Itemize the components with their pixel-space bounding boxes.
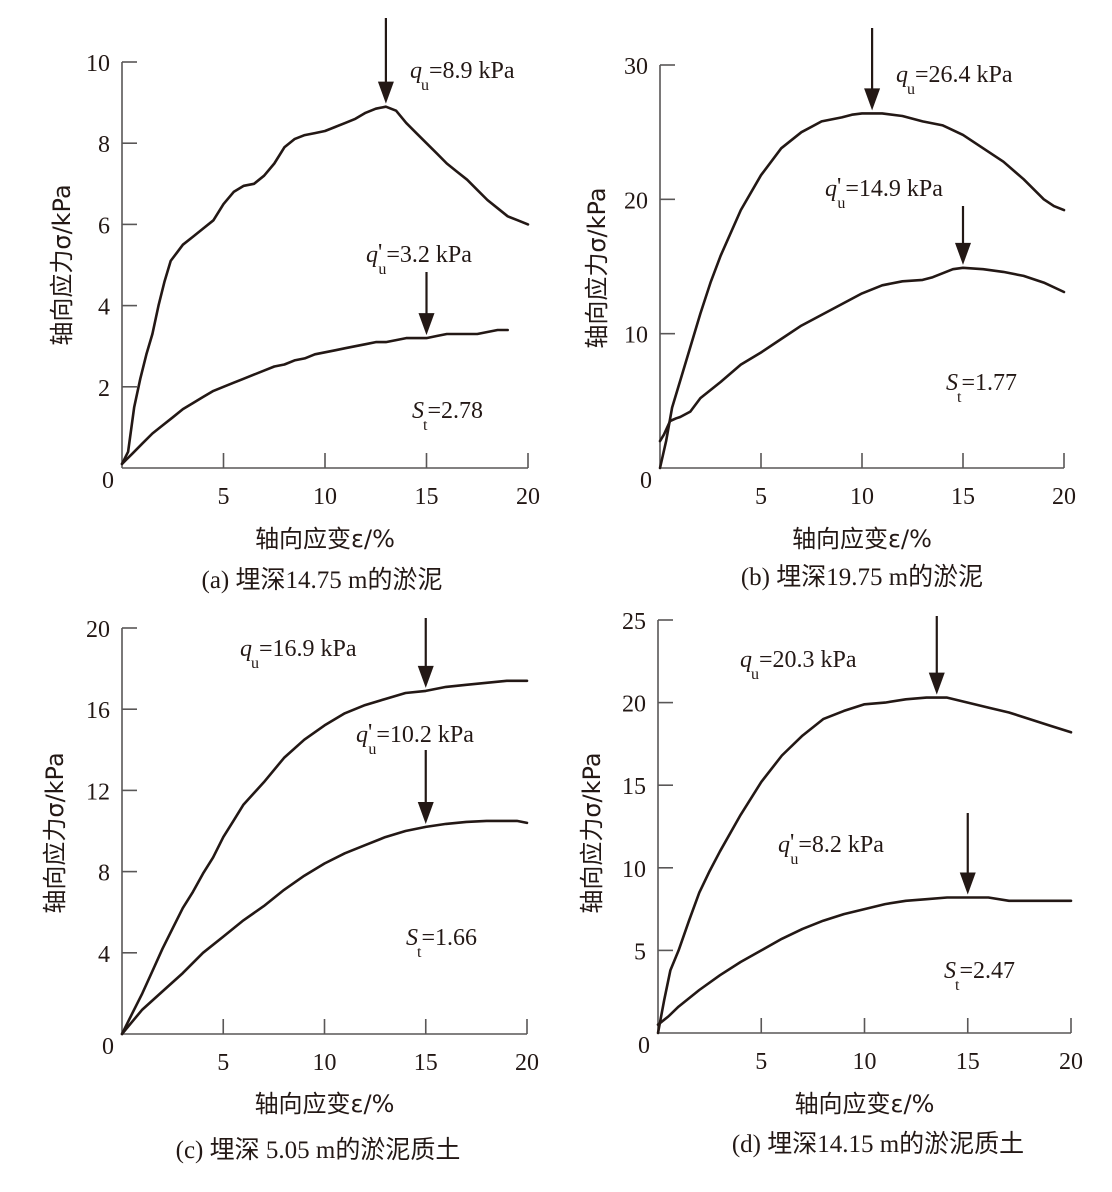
y-tick-label: 20 bbox=[622, 692, 646, 718]
series-line-remolded bbox=[120, 328, 509, 466]
y-axis-title: 轴向应力σ/kPa bbox=[41, 752, 69, 913]
down-arrow-icon bbox=[864, 88, 881, 111]
y-tick-label: 10 bbox=[622, 857, 646, 883]
remolded-strength-label: q' u=14.9 kPa bbox=[825, 174, 943, 212]
x-tick-label: 15 bbox=[956, 1049, 980, 1075]
y-tick-label: 8 bbox=[98, 861, 110, 887]
x-tick-label: 15 bbox=[415, 484, 439, 510]
x-tick-label: 10 bbox=[313, 1050, 337, 1076]
y-tick-label: 4 bbox=[98, 295, 110, 321]
x-axis-title: 轴向应变ε/% bbox=[255, 1090, 395, 1118]
chart-panel-b: 10 20 30 0 5 10 15 20 轴向应变ε/% 轴向应力σ/kPa (b) 埋深19.7… bbox=[583, 28, 1076, 591]
sensitivity-label: St=1.66 bbox=[406, 925, 477, 961]
x-tick-label: 15 bbox=[414, 1050, 438, 1076]
x-axis-title: 轴向应变ε/% bbox=[792, 525, 932, 553]
y-tick-label: 5 bbox=[634, 939, 646, 965]
series-line-remolded bbox=[120, 819, 529, 1036]
series-line-remolded bbox=[658, 266, 1066, 443]
x-tick-label: 20 bbox=[516, 484, 540, 510]
series-line-undisturbed bbox=[120, 105, 530, 466]
x-axis-title: 轴向应变ε/% bbox=[255, 525, 395, 553]
x-tick-label: 0 bbox=[102, 1034, 114, 1060]
down-arrow-icon bbox=[959, 872, 976, 895]
series-line-undisturbed bbox=[658, 112, 1066, 470]
y-tick-label: 4 bbox=[98, 942, 110, 968]
y-tick-label: 2 bbox=[98, 376, 110, 402]
down-arrow-icon bbox=[418, 313, 435, 336]
y-tick-label: 16 bbox=[86, 698, 110, 724]
y-tick-label: 20 bbox=[624, 188, 648, 214]
x-tick-label: 20 bbox=[515, 1050, 539, 1076]
chart-panel-a: 2 4 6 8 10 0 5 10 15 20 轴向应变ε/% 轴向应力σ/kPa (a) 埋深14.7… bbox=[48, 18, 540, 594]
down-arrow-icon bbox=[377, 81, 394, 104]
peak-strength-label: qu=20.3 kPa bbox=[740, 647, 857, 683]
remolded-strength-label: q' u=3.2 kPa bbox=[366, 240, 472, 278]
remolded-strength-label: q' u=10.2 kPa bbox=[356, 720, 474, 758]
y-axis-title: 轴向应力σ/kPa bbox=[578, 752, 606, 913]
y-tick-label: 20 bbox=[86, 617, 110, 643]
down-arrow-icon bbox=[417, 665, 434, 688]
y-tick-label: 15 bbox=[622, 774, 646, 800]
series-line-undisturbed bbox=[656, 696, 1073, 1035]
series-line-undisturbed bbox=[120, 679, 529, 1036]
y-tick-label: 6 bbox=[98, 213, 110, 239]
down-arrow-icon bbox=[928, 672, 945, 695]
x-tick-label: 0 bbox=[638, 1033, 650, 1059]
x-tick-label: 20 bbox=[1059, 1049, 1083, 1075]
x-tick-label: 5 bbox=[218, 484, 230, 510]
x-tick-label: 10 bbox=[850, 484, 874, 510]
x-axis-title: 轴向应变ε/% bbox=[795, 1090, 935, 1118]
x-tick-label: 5 bbox=[217, 1050, 229, 1076]
chart-panel-c: 4 8 12 16 20 0 5 10 15 20 轴向应变ε/% 轴向应力σ/kPa (c) 埋深 5… bbox=[41, 617, 539, 1164]
x-tick-label: 0 bbox=[640, 468, 652, 494]
y-tick-label: 12 bbox=[86, 779, 110, 805]
sensitivity-label: St=1.77 bbox=[946, 370, 1017, 406]
remolded-strength-label: q' u=8.2 kPa bbox=[778, 830, 884, 868]
y-tick-label: 30 bbox=[624, 54, 648, 80]
down-arrow-icon bbox=[417, 801, 434, 824]
x-tick-label: 15 bbox=[951, 484, 975, 510]
y-tick-label: 8 bbox=[98, 132, 110, 158]
down-arrow-icon bbox=[955, 242, 971, 265]
y-tick-label: 25 bbox=[622, 609, 646, 635]
y-axis-title: 轴向应力σ/kPa bbox=[583, 187, 611, 348]
sensitivity-label: St=2.78 bbox=[412, 398, 483, 434]
x-tick-label: 5 bbox=[755, 1049, 767, 1075]
peak-strength-label: qu=16.9 kPa bbox=[240, 636, 357, 672]
y-axis-title: 轴向应力σ/kPa bbox=[48, 184, 76, 345]
y-tick-label: 10 bbox=[86, 51, 110, 77]
chart-caption: (d) 埋深14.15 m的淤泥质土 bbox=[732, 1130, 1024, 1158]
series-line-remolded bbox=[656, 896, 1073, 1026]
chart-caption: (a) 埋深14.75 m的淤泥 bbox=[202, 566, 443, 594]
x-tick-label: 0 bbox=[102, 468, 114, 494]
sensitivity-label: St=2.47 bbox=[944, 958, 1015, 994]
chart-panel-d: 5 10 15 20 25 0 5 10 15 20 轴向应变ε/% 轴向应力σ/kPa (d) 埋深1… bbox=[578, 609, 1083, 1158]
x-tick-label: 10 bbox=[853, 1049, 877, 1075]
chart-caption: (b) 埋深19.75 m的淤泥 bbox=[741, 563, 983, 591]
chart-caption: (c) 埋深 5.05 m的淤泥质土 bbox=[176, 1136, 461, 1164]
peak-strength-label: qu=8.9 kPa bbox=[410, 58, 515, 94]
x-tick-label: 5 bbox=[755, 484, 767, 510]
x-tick-label: 10 bbox=[313, 484, 337, 510]
y-tick-label: 10 bbox=[624, 323, 648, 349]
peak-strength-label: qu=26.4 kPa bbox=[896, 62, 1013, 98]
x-tick-label: 20 bbox=[1052, 484, 1076, 510]
